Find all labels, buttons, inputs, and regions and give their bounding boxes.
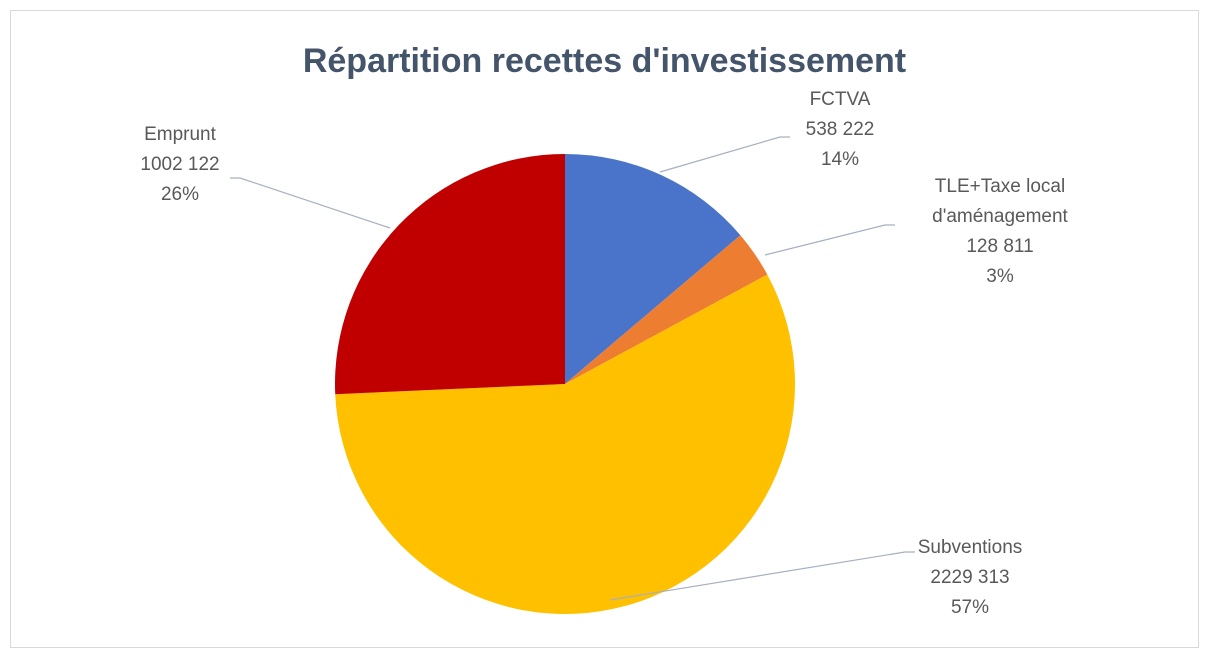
data-label: Emprunt 1002 122 26% — [90, 120, 270, 210]
label-percent: 57% — [950, 597, 990, 618]
leader-line — [609, 551, 915, 601]
label-name: Emprunt — [144, 124, 216, 145]
data-label: FCTVA 538 222 14% — [760, 85, 920, 175]
label-value: 538 222 — [805, 119, 875, 140]
data-label: TLE+Taxe local d'aménagement 128 811 3% — [895, 172, 1105, 292]
label-name: TLE+Taxe local d'aménagement — [932, 176, 1068, 227]
label-value: 2229 313 — [930, 567, 1010, 588]
label-percent: 14% — [820, 149, 860, 170]
pie-slice — [335, 274, 795, 614]
label-value: 128 811 — [966, 236, 1034, 257]
label-percent: 3% — [986, 266, 1014, 287]
label-name: Subventions — [917, 537, 1023, 558]
label-name: FCTVA — [809, 89, 871, 110]
chart-title: Répartition recettes d'investissement — [302, 42, 907, 80]
pie-slice — [565, 235, 768, 384]
label-percent: 26% — [160, 184, 200, 205]
data-label: Subventions 2229 313 57% — [880, 533, 1060, 623]
label-value: 1002 122 — [140, 154, 220, 175]
leader-line — [230, 177, 391, 229]
pie-slice — [565, 154, 741, 384]
leader-line — [764, 224, 895, 256]
pie-slice — [335, 154, 565, 395]
leader-line — [659, 136, 790, 173]
